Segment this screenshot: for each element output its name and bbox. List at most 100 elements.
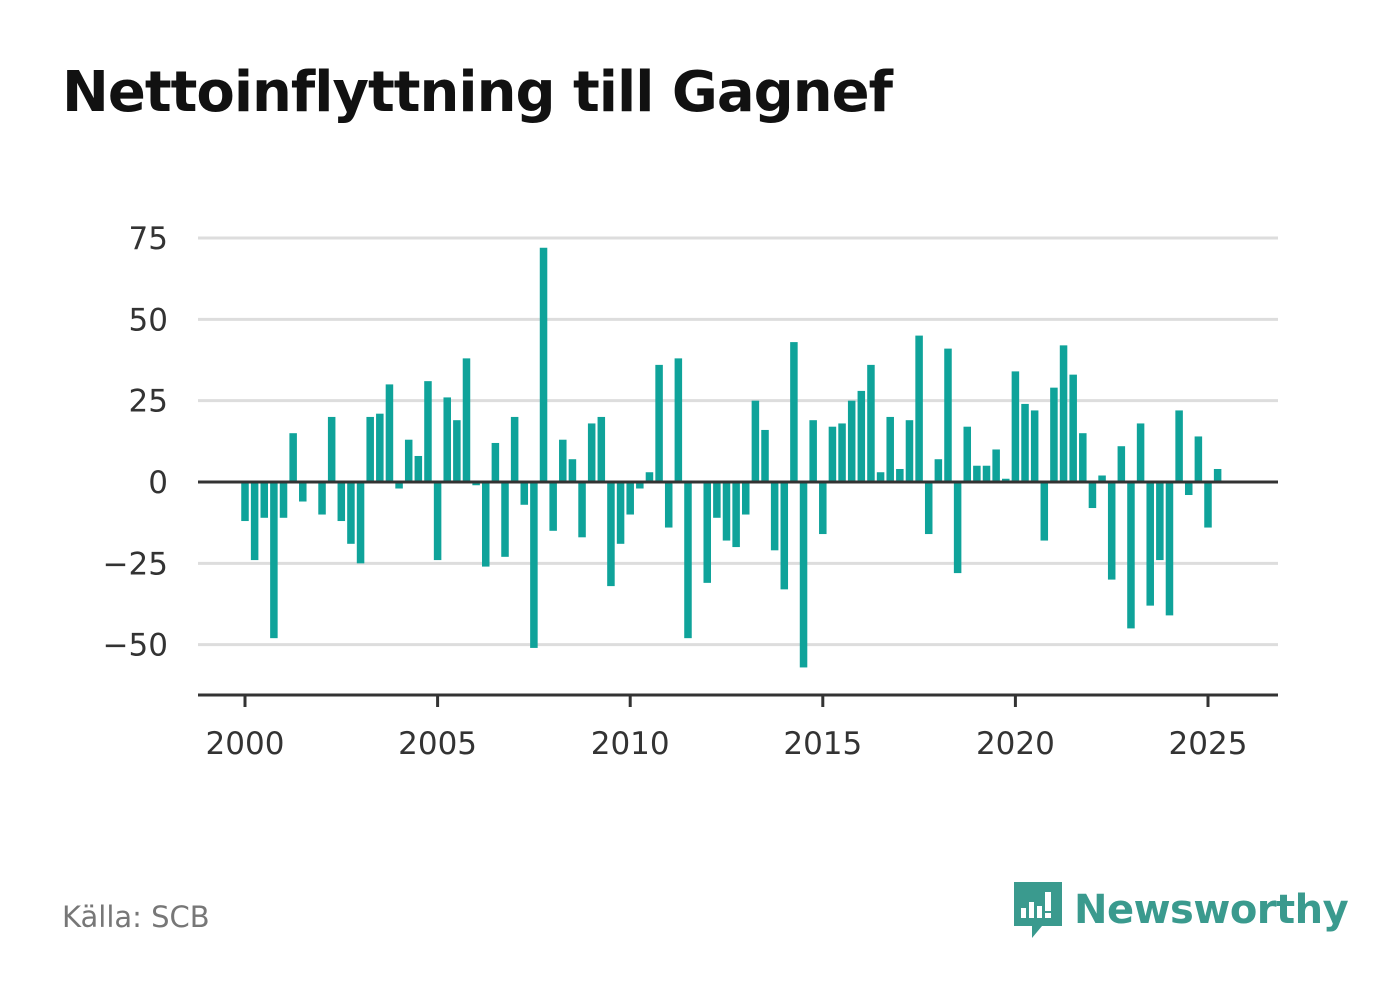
bar — [1204, 482, 1212, 528]
x-tick-label: 2010 — [591, 726, 670, 762]
y-tick-label: 75 — [129, 221, 168, 257]
bar — [424, 381, 432, 482]
bar — [1194, 436, 1203, 482]
bar — [385, 384, 394, 482]
bar — [299, 482, 307, 502]
x-tick-label: 2000 — [206, 726, 285, 762]
bar — [626, 482, 634, 515]
newsworthy-logo-icon — [1014, 882, 1062, 938]
bar — [356, 482, 365, 564]
bar — [790, 342, 798, 482]
bar — [924, 482, 933, 535]
chart-title: Nettoinflyttning till Gagnef — [62, 60, 893, 125]
bar — [1117, 446, 1126, 482]
bar — [751, 400, 760, 482]
bar — [944, 348, 952, 482]
bar — [1059, 345, 1068, 482]
bar — [443, 397, 451, 482]
x-tick-label: 2015 — [783, 726, 862, 762]
y-tick-label: −50 — [103, 628, 168, 664]
bar — [703, 482, 711, 583]
bar — [857, 390, 866, 482]
bar — [453, 420, 461, 482]
bar — [327, 416, 336, 482]
y-axis-tick-labels: 75 50 25 0 −25 −50 — [103, 221, 168, 664]
bar — [337, 482, 346, 522]
bar — [1079, 433, 1087, 482]
bar — [260, 482, 269, 518]
bar — [289, 433, 297, 482]
bar — [1107, 482, 1116, 580]
x-tick-label: 2025 — [1169, 726, 1248, 762]
bar — [433, 482, 442, 561]
bar — [1146, 482, 1154, 606]
bars — [241, 247, 1222, 668]
bar — [953, 482, 962, 574]
bar — [376, 413, 384, 482]
bar — [1040, 482, 1049, 541]
bar — [462, 358, 471, 482]
bar — [799, 482, 808, 668]
bar — [761, 429, 769, 482]
bar — [366, 416, 374, 482]
bar-chart: 75 50 25 0 −25 −50 2000 2005 2010 2015 2020 2025 — [103, 221, 1278, 762]
bar — [1184, 482, 1193, 496]
x-tick-label: 2020 — [976, 726, 1055, 762]
bar — [780, 482, 789, 590]
y-tick-label: 25 — [129, 384, 168, 420]
bar — [674, 358, 683, 482]
bar — [905, 420, 914, 482]
x-axis-tick-labels: 2000 2005 2010 2015 2020 2025 — [206, 726, 1248, 762]
bar — [318, 482, 326, 515]
bar — [1011, 371, 1020, 482]
bar — [876, 472, 885, 482]
bar — [847, 400, 856, 482]
bar — [655, 364, 663, 482]
bar — [404, 439, 413, 482]
bar — [559, 439, 567, 482]
axes — [198, 480, 1278, 707]
bar — [973, 465, 981, 482]
bar — [732, 482, 740, 548]
bar — [607, 482, 615, 587]
y-tick-label: −25 — [103, 546, 168, 582]
bar — [568, 459, 577, 482]
y-tick-label: 0 — [148, 465, 168, 501]
bar — [1069, 374, 1077, 482]
bar — [809, 420, 817, 482]
bar — [1156, 482, 1164, 561]
bar — [722, 482, 731, 541]
bar — [501, 482, 509, 557]
bar — [770, 482, 779, 551]
bar — [963, 426, 972, 482]
bar — [828, 426, 837, 482]
bar — [1098, 475, 1106, 482]
bar — [1030, 410, 1039, 482]
bar — [616, 482, 625, 544]
grid-lines — [198, 236, 1278, 647]
bar — [481, 482, 490, 567]
bar — [530, 482, 538, 648]
bar — [1213, 468, 1222, 482]
bar — [250, 482, 259, 561]
bar — [395, 482, 403, 489]
y-tick-label: 50 — [129, 302, 168, 338]
bar — [819, 482, 827, 535]
brand-name: Newsworthy — [1074, 887, 1349, 933]
bar — [838, 423, 846, 482]
bar — [510, 416, 519, 482]
bar — [886, 416, 894, 482]
bar — [1050, 387, 1058, 482]
bar — [587, 423, 596, 482]
bar — [645, 472, 654, 482]
bar — [472, 482, 480, 486]
bar — [934, 459, 943, 482]
bar — [1021, 403, 1029, 482]
bar — [684, 482, 692, 639]
bar — [1136, 423, 1145, 482]
bar — [347, 482, 355, 544]
bar — [1002, 478, 1010, 482]
bar — [915, 335, 923, 482]
bar — [1175, 410, 1183, 482]
bar — [1165, 482, 1174, 616]
